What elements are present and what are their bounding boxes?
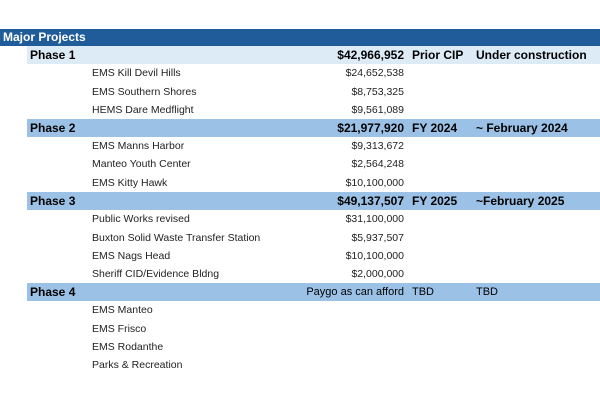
project-amount: $8,753,325 [351,86,404,98]
project-row: Public Works revised $31,100,000 [27,210,600,228]
project-amount: $31,100,000 [345,213,404,225]
project-amount: $9,313,672 [351,140,404,152]
project-name: EMS Southern Shores [92,86,197,98]
phase-total: $21,977,920 [337,121,404,135]
project-amount: $10,100,000 [345,177,404,189]
project-row: Buxton Solid Waste Transfer Station $5,93… [27,229,600,247]
project-row: HEMS Dare Medflight $9,561,089 [27,101,600,119]
project-name: EMS Frisco [92,323,147,335]
project-name: EMS Rodanthe [92,341,164,353]
project-amount: $24,652,538 [345,67,404,79]
project-row: EMS Frisco [27,320,600,338]
phase-row: Phase 4 Paygo as can afford TBD TBD [27,283,600,301]
phase-label: Phase 3 [30,194,76,208]
project-name: Parks & Recreation [92,359,183,371]
phase-timeline: ~ February 2024 [476,121,568,135]
phase-total: $49,137,507 [337,194,404,208]
project-name: HEMS Dare Medflight [92,104,194,116]
project-amount: $2,000,000 [351,268,404,280]
phase-label: Phase 2 [30,121,76,135]
phase-funding: TBD [412,286,434,298]
phase-funding: FY 2025 [412,194,458,208]
project-name: EMS Kill Devil Hills [92,67,181,79]
phase-funding: FY 2024 [412,121,458,135]
project-row: EMS Rodanthe [27,338,600,356]
phase-label: Phase 1 [30,48,76,62]
project-row: Parks & Recreation [27,356,600,374]
project-row: EMS Kitty Hawk $10,100,000 [27,174,600,192]
project-name: Sheriff CID/Evidence Bldng [92,268,220,280]
project-name: Manteo Youth Center [92,158,191,170]
phase-timeline: Under construction [476,48,587,62]
project-name: EMS Nags Head [92,250,171,262]
project-row: EMS Nags Head $10,100,000 [27,247,600,265]
project-row: EMS Kill Devil Hills $24,652,538 [27,64,600,82]
phase-total: $42,966,952 [337,48,404,62]
project-amount: $10,100,000 [345,250,404,262]
project-name: EMS Manns Harbor [92,140,185,152]
phase-funding: Prior CIP [412,48,464,62]
phase-row: Phase 1 $42,966,952 Prior CIP Under constru… [27,46,600,64]
project-row: Sheriff CID/Evidence Bldng $2,000,000 [27,265,600,283]
project-amount: $2,564,248 [351,158,404,170]
project-row: Manteo Youth Center $2,564,248 [27,155,600,173]
phase-label: Phase 4 [30,285,76,299]
project-name: Public Works revised [92,213,190,225]
project-name: EMS Kitty Hawk [92,177,168,189]
phase-timeline: TBD [476,286,498,298]
table-title-bar: Major Projects [0,29,600,46]
project-row: EMS Manns Harbor $9,313,672 [27,137,600,155]
phase-row: Phase 3 $49,137,507 FY 2025 ~February 2025 [27,192,600,210]
table-title: Major Projects [3,30,86,44]
phase-timeline: ~February 2025 [476,194,565,208]
project-amount: $9,561,089 [351,104,404,116]
project-name: Buxton Solid Waste Transfer Station [92,232,261,244]
project-row: EMS Manteo [27,301,600,319]
project-amount: $5,937,507 [351,232,404,244]
project-name: EMS Manteo [92,304,153,316]
project-row: EMS Southern Shores $8,753,325 [27,83,600,101]
phase-total: Paygo as can afford [306,286,404,298]
phase-row: Phase 2 $21,977,920 FY 2024 ~ February 2024 [27,119,600,137]
